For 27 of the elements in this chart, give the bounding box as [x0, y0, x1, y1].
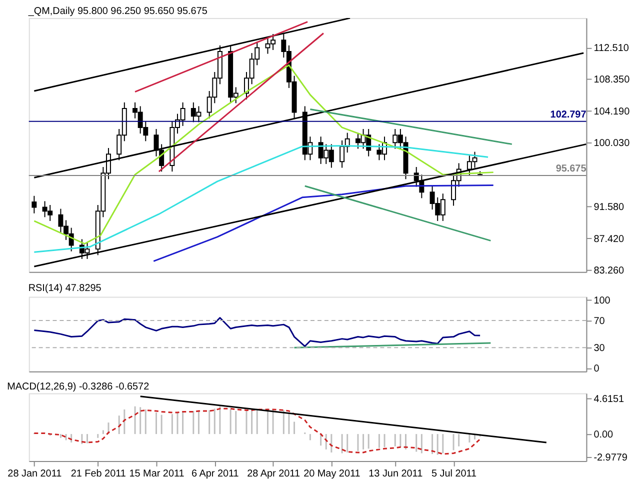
y-tick-label: 112.510 — [594, 43, 630, 54]
y-tick-label: 30 — [594, 343, 606, 354]
y-tick-label: 100.030 — [594, 138, 630, 149]
chart-title: MACD(12,26,9) -0.3286 -0.6572 — [7, 381, 150, 392]
x-tick-label: 28 Jan 2011 — [8, 468, 62, 480]
ref-line-label: 102.797 — [550, 109, 587, 120]
y-tick-label: 100 — [594, 296, 611, 307]
chart-title: _QM,Daily 95.800 96.250 95.650 95.675 — [27, 6, 208, 18]
x-tick-label: 15 Mar 2011 — [129, 468, 185, 480]
chart-title: RSI(14) 47.8295 — [28, 283, 102, 294]
y-tick-label: 70 — [594, 316, 606, 327]
y-tick-label: 0.00 — [594, 430, 614, 441]
y-tick-label: 91.580 — [594, 202, 625, 214]
x-tick-label: 13 Jun 2011 — [368, 468, 424, 480]
y-tick-label: 104.190 — [594, 106, 630, 118]
x-tick-label: 28 Apr 2011 — [247, 468, 300, 480]
x-tick-label: 21 Feb 2011 — [70, 468, 126, 480]
x-tick-label: 6 Apr 2011 — [191, 468, 240, 480]
y-tick-label: 83.260 — [594, 265, 625, 276]
y-tick-label: -2.9779 — [594, 452, 628, 464]
ref-line-label: 95.675 — [556, 164, 587, 175]
y-tick-label: 4.6151 — [594, 394, 625, 406]
y-tick-label: 0 — [594, 363, 600, 374]
x-tick-label: 20 May 2011 — [304, 468, 361, 480]
y-tick-label: 108.350 — [594, 74, 630, 86]
y-tick-label: 87.420 — [594, 234, 625, 245]
x-tick-label: 5 Jul 2011 — [431, 468, 478, 480]
